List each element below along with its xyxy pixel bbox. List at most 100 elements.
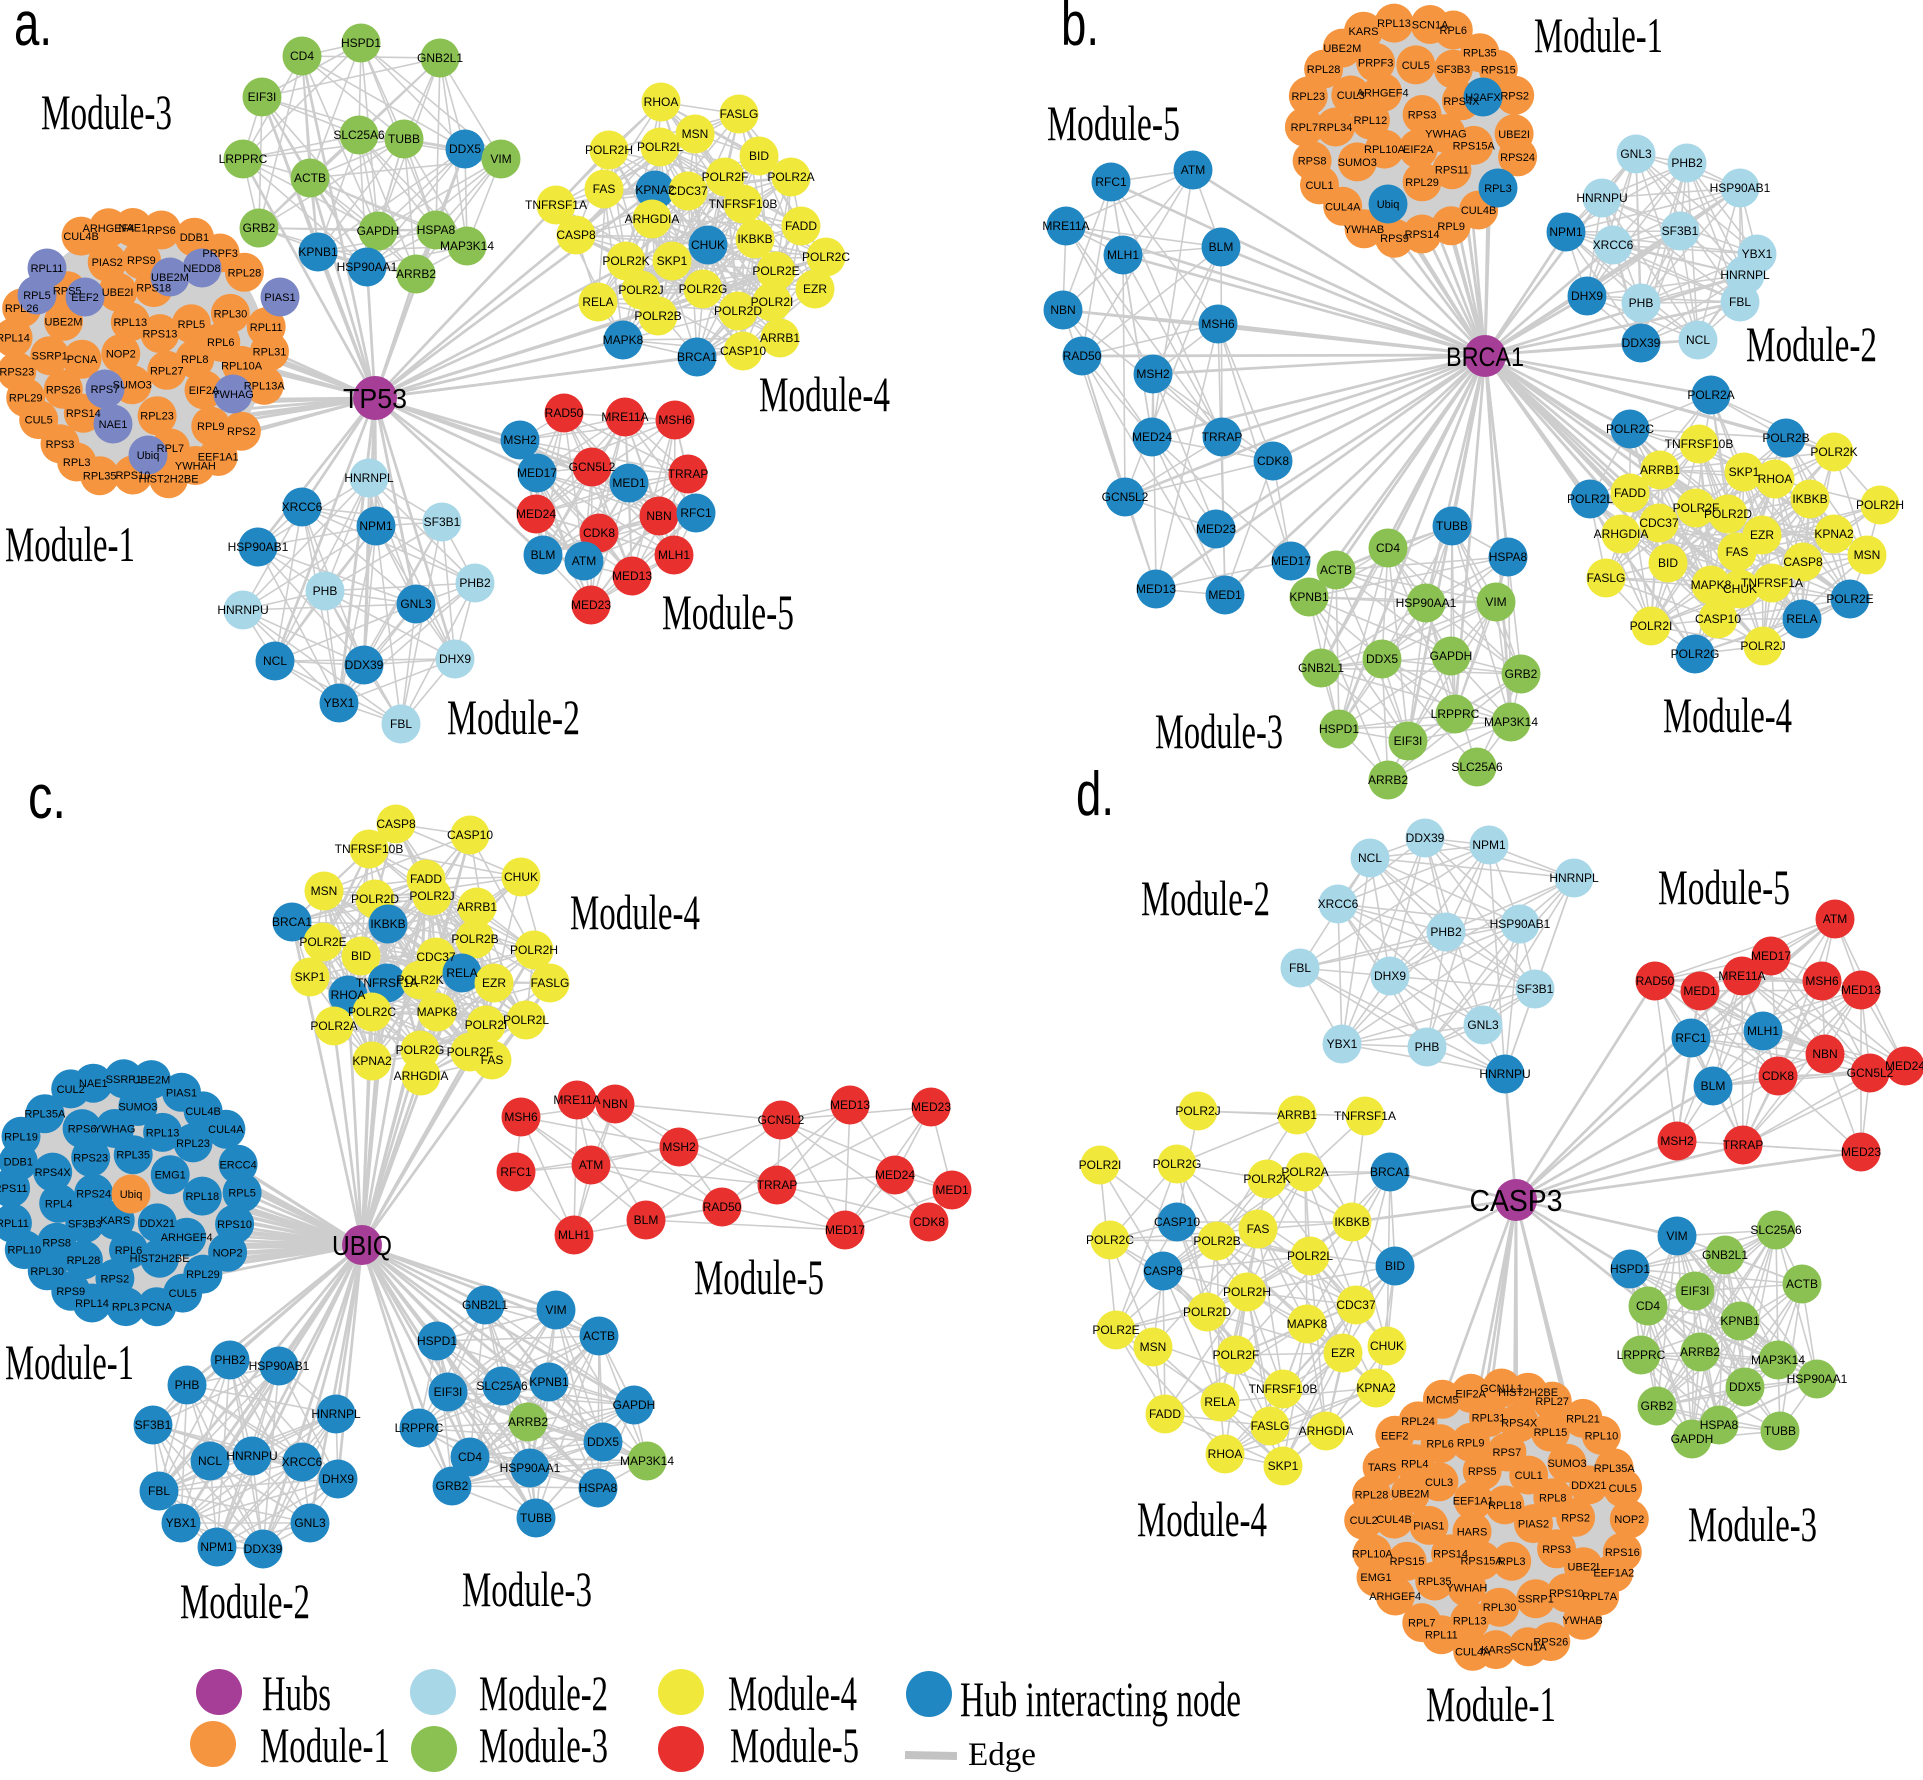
svg-text:FASLG: FASLG bbox=[531, 976, 570, 990]
svg-text:ARRB1: ARRB1 bbox=[760, 331, 800, 345]
svg-text:RPL10A: RPL10A bbox=[1364, 144, 1406, 156]
svg-text:HNRNPL: HNRNPL bbox=[1549, 871, 1599, 885]
svg-text:RPL9: RPL9 bbox=[1437, 221, 1465, 233]
svg-text:VIM: VIM bbox=[545, 1303, 566, 1317]
svg-text:SCN1A: SCN1A bbox=[1510, 1642, 1547, 1654]
svg-text:POLR2B: POLR2B bbox=[451, 932, 498, 946]
svg-text:GNB2L1: GNB2L1 bbox=[1702, 1248, 1748, 1262]
svg-text:RPL24: RPL24 bbox=[1401, 1416, 1435, 1428]
svg-text:TNFRSF1A: TNFRSF1A bbox=[525, 198, 587, 212]
svg-text:Module-3: Module-3 bbox=[462, 1561, 592, 1617]
svg-text:MED24: MED24 bbox=[516, 507, 556, 521]
svg-text:ARRB2: ARRB2 bbox=[508, 1415, 548, 1429]
svg-text:RPL34: RPL34 bbox=[1319, 122, 1353, 134]
svg-text:CD4: CD4 bbox=[1376, 541, 1400, 555]
svg-text:a.: a. bbox=[14, 0, 52, 59]
svg-text:UBE2I: UBE2I bbox=[1568, 1562, 1600, 1574]
svg-text:CHUK: CHUK bbox=[691, 238, 725, 252]
svg-text:GNL3: GNL3 bbox=[1620, 147, 1652, 161]
svg-text:RHOA: RHOA bbox=[1758, 472, 1793, 486]
svg-text:FAS: FAS bbox=[1726, 545, 1749, 559]
svg-text:CUL4A: CUL4A bbox=[1325, 201, 1361, 213]
svg-text:RAD50: RAD50 bbox=[1636, 974, 1675, 988]
svg-text:YWHAG: YWHAG bbox=[94, 1124, 136, 1136]
svg-text:RPL7: RPL7 bbox=[1291, 122, 1319, 134]
svg-text:BID: BID bbox=[1658, 556, 1678, 570]
svg-text:SUMO3: SUMO3 bbox=[1338, 157, 1377, 169]
svg-text:Module-1: Module-1 bbox=[1534, 7, 1663, 63]
svg-text:TUBB: TUBB bbox=[520, 1511, 552, 1525]
svg-text:SLC25A6: SLC25A6 bbox=[1750, 1223, 1802, 1237]
svg-text:DDX21: DDX21 bbox=[140, 1218, 175, 1230]
svg-text:POLR2J: POLR2J bbox=[409, 889, 454, 903]
svg-text:FBL: FBL bbox=[1289, 961, 1311, 975]
svg-text:Module-5: Module-5 bbox=[730, 1717, 859, 1773]
svg-text:MED13: MED13 bbox=[830, 1098, 870, 1112]
svg-text:GNL3: GNL3 bbox=[1467, 1018, 1499, 1032]
svg-text:HNRNPU: HNRNPU bbox=[1479, 1067, 1530, 1081]
svg-text:Module-3: Module-3 bbox=[1688, 1496, 1817, 1552]
svg-text:YWHAG: YWHAG bbox=[212, 389, 254, 401]
svg-text:GAPDH: GAPDH bbox=[613, 1398, 656, 1412]
svg-text:GNL3: GNL3 bbox=[400, 597, 432, 611]
svg-text:MSN: MSN bbox=[1854, 548, 1881, 562]
svg-text:Module-4: Module-4 bbox=[1137, 1491, 1267, 1547]
svg-text:DDX21: DDX21 bbox=[1571, 1480, 1606, 1492]
svg-text:RPL3: RPL3 bbox=[112, 1302, 140, 1314]
svg-text:RPS9: RPS9 bbox=[1380, 233, 1409, 245]
svg-text:RPL11: RPL11 bbox=[1425, 1630, 1458, 1642]
svg-text:RPL35: RPL35 bbox=[83, 471, 117, 483]
svg-text:FADD: FADD bbox=[410, 872, 442, 886]
svg-text:MRE11A: MRE11A bbox=[553, 1093, 600, 1107]
svg-text:CUL3: CUL3 bbox=[1425, 1477, 1453, 1489]
svg-text:RPS4X: RPS4X bbox=[1501, 1418, 1538, 1430]
svg-text:PHB2: PHB2 bbox=[1430, 925, 1462, 939]
svg-text:HARS: HARS bbox=[1457, 1527, 1488, 1539]
svg-text:MSH6: MSH6 bbox=[1201, 317, 1235, 331]
svg-text:MSN: MSN bbox=[682, 127, 709, 141]
svg-text:POLR2E: POLR2E bbox=[752, 264, 799, 278]
svg-text:HSPD1: HSPD1 bbox=[417, 1334, 457, 1348]
svg-text:POLR2B: POLR2B bbox=[1762, 431, 1809, 445]
svg-text:CUL4B: CUL4B bbox=[185, 1106, 220, 1118]
svg-text:POLR2D: POLR2D bbox=[714, 304, 762, 318]
svg-text:MED24: MED24 bbox=[1885, 1059, 1923, 1073]
svg-text:MED23: MED23 bbox=[1196, 522, 1236, 536]
svg-text:MED17: MED17 bbox=[825, 1223, 865, 1237]
svg-text:NEDD8: NEDD8 bbox=[183, 263, 220, 275]
svg-text:DDX5: DDX5 bbox=[1366, 652, 1398, 666]
svg-text:Module-1: Module-1 bbox=[260, 1717, 390, 1773]
svg-text:RPL7: RPL7 bbox=[1408, 1618, 1436, 1630]
svg-text:MCM5: MCM5 bbox=[1426, 1394, 1458, 1406]
svg-text:RFC1: RFC1 bbox=[680, 506, 712, 520]
svg-text:POLR2E: POLR2E bbox=[1092, 1323, 1139, 1337]
svg-text:FBL: FBL bbox=[148, 1484, 170, 1498]
svg-text:MLH1: MLH1 bbox=[1107, 248, 1139, 262]
svg-text:RPS15A: RPS15A bbox=[1453, 140, 1496, 152]
svg-text:HSPA8: HSPA8 bbox=[579, 1481, 618, 1495]
svg-text:BID: BID bbox=[749, 149, 769, 163]
svg-text:RPS24: RPS24 bbox=[1500, 152, 1535, 164]
svg-text:RELA: RELA bbox=[582, 295, 613, 309]
svg-text:Module-3: Module-3 bbox=[479, 1717, 608, 1773]
svg-text:PCNA: PCNA bbox=[67, 354, 98, 366]
svg-text:NBN: NBN bbox=[602, 1097, 627, 1111]
svg-text:NCL: NCL bbox=[263, 654, 287, 668]
svg-text:CUL5: CUL5 bbox=[1609, 1483, 1637, 1495]
svg-text:RPS10: RPS10 bbox=[217, 1219, 252, 1231]
svg-text:SKP1: SKP1 bbox=[295, 970, 326, 984]
svg-text:ARHGEF4: ARHGEF4 bbox=[1369, 1591, 1421, 1603]
svg-text:EIF3I: EIF3I bbox=[1681, 1284, 1710, 1298]
svg-text:EZR: EZR bbox=[1750, 528, 1774, 542]
svg-text:EIF2A: EIF2A bbox=[1403, 144, 1434, 156]
svg-text:ARRB1: ARRB1 bbox=[1640, 463, 1680, 477]
svg-text:EEF2: EEF2 bbox=[1381, 1430, 1409, 1442]
svg-text:Module-3: Module-3 bbox=[1155, 703, 1283, 759]
svg-text:FAS: FAS bbox=[1247, 1222, 1270, 1236]
svg-text:CD4: CD4 bbox=[458, 1450, 482, 1464]
svg-text:RHOA: RHOA bbox=[644, 95, 679, 109]
svg-text:HSPD1: HSPD1 bbox=[341, 36, 381, 50]
svg-text:RPL10: RPL10 bbox=[7, 1245, 41, 1257]
svg-text:MED23: MED23 bbox=[571, 598, 611, 612]
svg-text:Module-5: Module-5 bbox=[1047, 95, 1180, 151]
